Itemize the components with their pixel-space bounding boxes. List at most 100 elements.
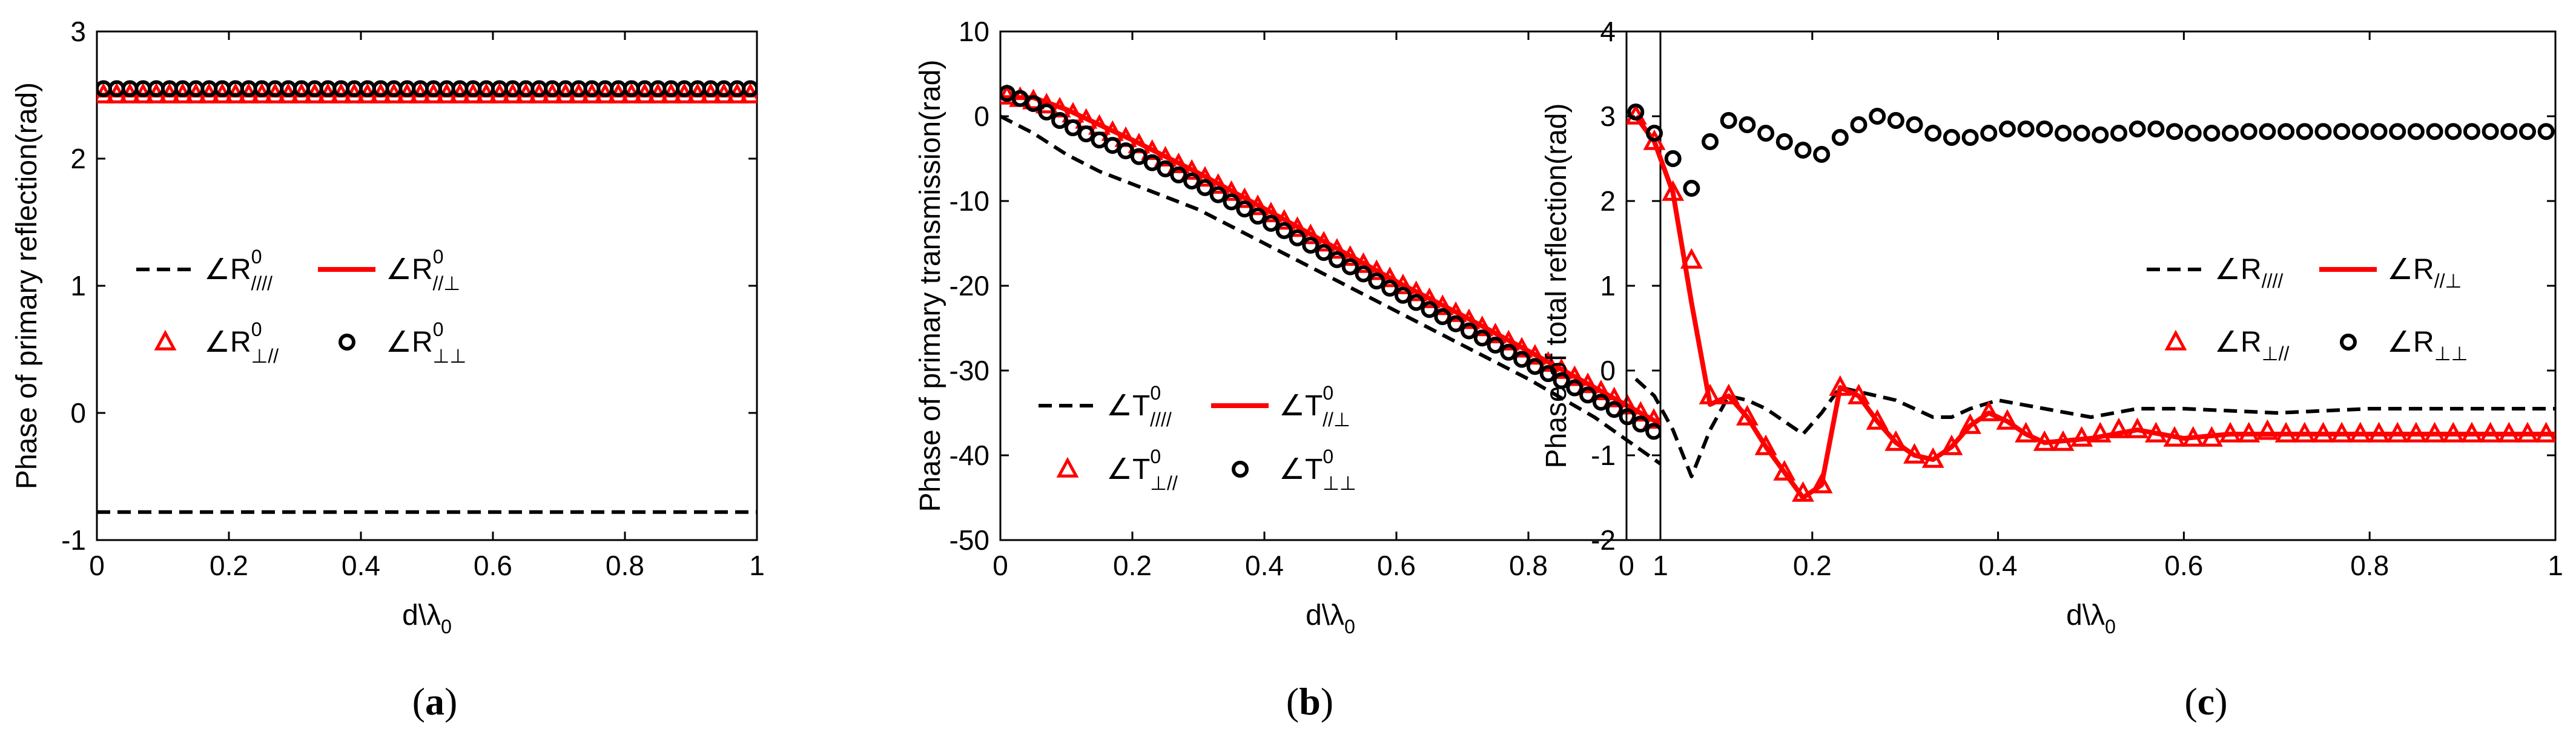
data-point bbox=[1980, 125, 1998, 142]
x-tick-label: 0 bbox=[992, 550, 1008, 581]
data-point bbox=[742, 80, 757, 97]
data-point bbox=[2052, 430, 2075, 451]
plot-frame bbox=[96, 30, 758, 541]
legend-angle: ∠ bbox=[2387, 326, 2413, 358]
data-point bbox=[2537, 123, 2555, 140]
data-point bbox=[1418, 287, 1441, 308]
data-point bbox=[1157, 160, 1174, 177]
data-point bbox=[1924, 125, 1942, 142]
y-axis-label: Phase of primary reflection(rad) bbox=[11, 82, 43, 489]
data-point bbox=[1355, 265, 1372, 283]
data-point bbox=[2314, 123, 2332, 140]
data-point bbox=[1662, 180, 1685, 201]
legend-main: T bbox=[1305, 453, 1323, 486]
x-axis-label-main: d\λ bbox=[1306, 599, 1344, 631]
data-point bbox=[2349, 421, 2372, 443]
legend-angle: ∠ bbox=[2214, 326, 2241, 358]
data-point bbox=[1434, 308, 1451, 325]
data-point bbox=[1035, 93, 1058, 114]
legend-swatch bbox=[154, 329, 177, 351]
y-tick-label: 3 bbox=[1600, 101, 1616, 132]
data-point bbox=[1312, 231, 1335, 252]
y-tick-label: -2 bbox=[1591, 524, 1616, 556]
legend-label: ∠R⊥⊥ bbox=[2387, 326, 2468, 364]
data-point bbox=[2092, 126, 2109, 143]
data-point bbox=[1792, 481, 1814, 502]
data-point bbox=[1447, 315, 1465, 332]
data-point bbox=[1869, 108, 1886, 125]
chart-b: 0 0.2 0.4 0.6 0.8 1-50-40-30-20-10010d\λ0Phas… bbox=[914, 16, 1668, 638]
series-markers-3 bbox=[1627, 104, 2555, 197]
data-point bbox=[1524, 344, 1547, 365]
data-point bbox=[1302, 236, 1319, 254]
legend-swatch bbox=[1056, 457, 1079, 478]
data-point bbox=[2407, 123, 2425, 140]
data-point bbox=[1539, 365, 1557, 383]
series-markers-2 bbox=[1627, 104, 2555, 502]
y-tick-label: -20 bbox=[949, 270, 989, 302]
data-point bbox=[1773, 460, 1796, 481]
data-point bbox=[1680, 248, 1703, 269]
x-tick-label: 1 bbox=[749, 550, 765, 581]
data-point bbox=[1754, 434, 1777, 455]
legend-sub: ⊥⊥ bbox=[2434, 343, 2468, 364]
series-group bbox=[1627, 104, 2555, 502]
legend-swatch bbox=[339, 334, 355, 351]
x-tick-label: 1 bbox=[1653, 550, 1668, 581]
series-markers-3 bbox=[97, 80, 757, 97]
data-point bbox=[2442, 421, 2465, 443]
x-tick-label: 0.6 bbox=[1377, 550, 1416, 581]
legend-angle: ∠ bbox=[204, 254, 230, 286]
data-point bbox=[1643, 129, 1666, 150]
data-point bbox=[1051, 112, 1069, 129]
legend-sub: //// bbox=[2262, 270, 2284, 292]
data-point bbox=[1183, 172, 1201, 190]
data-point bbox=[1603, 386, 1626, 407]
data-point bbox=[1906, 116, 1923, 133]
data-point bbox=[2368, 421, 2390, 443]
data-point bbox=[2516, 421, 2539, 443]
x-tick-label: 0.2 bbox=[1793, 550, 1832, 581]
data-point bbox=[1977, 400, 2000, 421]
data-point bbox=[1378, 266, 1401, 288]
data-point bbox=[1128, 133, 1151, 154]
data-point bbox=[1289, 229, 1306, 246]
data-point bbox=[1683, 180, 1700, 197]
data-point bbox=[1537, 351, 1560, 372]
data-point bbox=[1233, 187, 1256, 208]
data-point bbox=[1352, 252, 1375, 273]
legend-swatch bbox=[2340, 334, 2357, 351]
y-axis-label: Phase of total reflection(rad) bbox=[1541, 104, 1573, 469]
x-axis-label: d\λ0 bbox=[402, 599, 452, 638]
data-point bbox=[1460, 322, 1478, 340]
data-point bbox=[2110, 125, 2128, 142]
legend-sub: //// bbox=[1150, 409, 1172, 430]
legend-angle: ∠ bbox=[2387, 254, 2413, 286]
data-point bbox=[1943, 129, 1960, 146]
y-tick-label: 0 bbox=[974, 101, 989, 132]
data-point bbox=[1473, 329, 1491, 347]
data-point bbox=[1961, 129, 1979, 146]
data-point bbox=[2182, 426, 2205, 447]
data-point bbox=[1848, 383, 1870, 404]
legend-sup: 0 bbox=[1323, 446, 1333, 467]
series-line-0 bbox=[1000, 114, 1660, 466]
data-point bbox=[1646, 125, 1663, 142]
legend-main: T bbox=[1132, 390, 1150, 422]
legend-sup: 0 bbox=[1323, 382, 1333, 404]
data-point bbox=[1813, 146, 1831, 163]
x-tick-label: 0.4 bbox=[342, 550, 380, 581]
legend-label: ∠R0 ⊥⊥ bbox=[386, 318, 466, 367]
data-point bbox=[1275, 222, 1293, 239]
data-point bbox=[1394, 286, 1412, 304]
data-point bbox=[1484, 322, 1507, 343]
x-tick-label: 0.8 bbox=[606, 550, 644, 581]
x-tick-label: 0.8 bbox=[2350, 550, 2389, 581]
data-point bbox=[1884, 430, 1907, 451]
legend-label: ∠R//// bbox=[2214, 254, 2283, 292]
data-point bbox=[2017, 120, 2035, 137]
data-point bbox=[1579, 386, 1597, 404]
data-point bbox=[2219, 421, 2242, 443]
data-point bbox=[1645, 423, 1660, 440]
legend-sub: ⊥// bbox=[2262, 343, 2290, 364]
